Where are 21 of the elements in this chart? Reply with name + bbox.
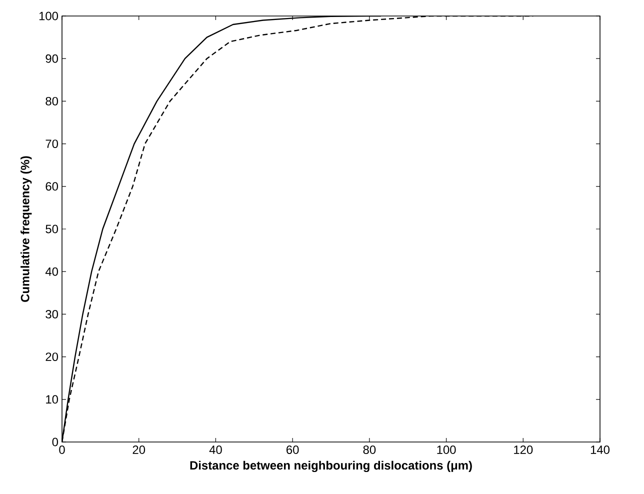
y-tick-label: 60 xyxy=(46,182,58,191)
x-tick-label: 0 xyxy=(59,446,65,454)
y-tick-label: 0 xyxy=(52,438,58,446)
y-tick-label: 40 xyxy=(45,267,58,276)
y-tick-label: 10 xyxy=(46,395,58,404)
x-axis-title: Distance between neighbouring dislocations (μm) xyxy=(190,460,472,472)
y-tick-label: 80 xyxy=(46,96,58,106)
y-tick-label: 50 xyxy=(46,224,58,234)
y-tick-label: 100 xyxy=(39,12,58,20)
y-axis-title: Cumulative frequency (%) xyxy=(20,156,32,302)
y-tick-label: 20 xyxy=(46,352,58,362)
y-tick-label: 30 xyxy=(46,310,58,318)
x-tick-label: 120 xyxy=(514,446,533,454)
x-tick-label: 140 xyxy=(590,446,610,454)
x-tick-label: 80 xyxy=(363,446,376,454)
x-tick-label: 40 xyxy=(209,446,222,454)
y-tick-label: 90 xyxy=(46,54,58,63)
x-tick-label: 100 xyxy=(437,446,456,454)
y-tick-label: 70 xyxy=(46,140,58,148)
x-tick-label: 20 xyxy=(132,446,146,454)
x-tick-label: 60 xyxy=(286,446,299,454)
